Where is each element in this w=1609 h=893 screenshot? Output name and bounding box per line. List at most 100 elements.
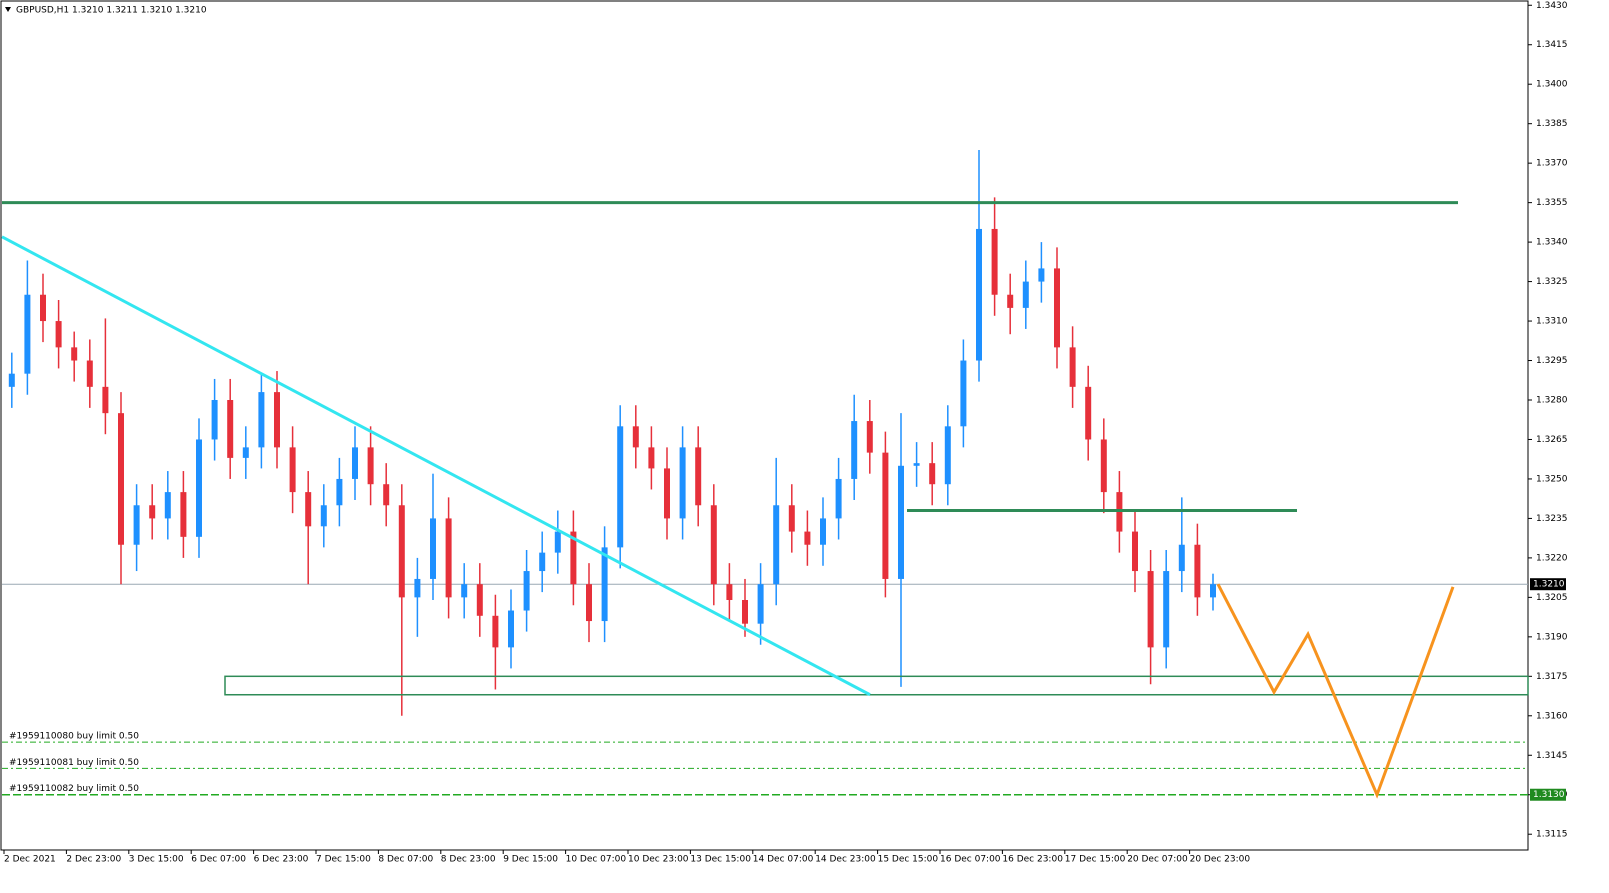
x-tick-label: 16 Dec 23:00 xyxy=(1002,855,1063,865)
candle-body xyxy=(1038,268,1045,282)
candle-body xyxy=(554,531,561,553)
candle-body xyxy=(898,465,904,579)
title-arrow xyxy=(5,7,11,12)
candle-body xyxy=(164,492,171,519)
candle-body xyxy=(55,321,62,348)
candle-body xyxy=(102,386,109,414)
x-tick-label: 10 Dec 07:00 xyxy=(566,855,627,865)
x-tick-label: 20 Dec 07:00 xyxy=(1127,855,1188,865)
candle-body xyxy=(430,518,436,579)
candle-body xyxy=(476,584,483,616)
candle-body xyxy=(133,505,140,545)
candle-body xyxy=(976,228,982,361)
plot-frame xyxy=(0,0,1529,851)
candle-body xyxy=(1178,544,1185,572)
candle-body xyxy=(1022,281,1029,308)
x-tick-label: 2 Dec 23:00 xyxy=(66,855,121,865)
x-tick-label: 3 Dec 15:00 xyxy=(129,855,184,865)
candle-body xyxy=(820,518,826,545)
candle-body xyxy=(1163,571,1170,648)
candle-body xyxy=(851,421,858,479)
x-tick-label: 7 Dec 15:00 xyxy=(316,855,371,865)
y-tick-label: 1.3235 xyxy=(1536,514,1568,524)
candle-body xyxy=(86,360,93,387)
candle-body xyxy=(445,518,452,598)
projection xyxy=(1216,583,1455,799)
candle-body xyxy=(508,610,514,648)
y-tick-label: 1.3205 xyxy=(1536,593,1568,603)
y-tick-label: 1.3250 xyxy=(1536,474,1568,484)
candle-body xyxy=(398,505,405,598)
order-label: #1959110081 buy limit 0.50 xyxy=(9,758,139,768)
candle-body xyxy=(1194,544,1201,598)
y-tick-label: 1.3415 xyxy=(1536,40,1568,50)
y-tick-label: 1.3220 xyxy=(1536,553,1568,563)
candle-body xyxy=(367,447,374,485)
y-tick-label: 1.3310 xyxy=(1536,317,1568,327)
trendline xyxy=(1,235,871,697)
candle-body xyxy=(835,478,842,519)
x-tick-label: 14 Dec 23:00 xyxy=(815,855,876,865)
candle-body xyxy=(149,505,156,519)
candle-body xyxy=(1085,386,1092,440)
candle-body xyxy=(804,531,811,545)
candle-body xyxy=(1069,347,1076,387)
y-tick-label: 1.3265 xyxy=(1536,435,1568,445)
candle-body xyxy=(632,426,639,448)
candle-body xyxy=(710,505,717,585)
candle-body xyxy=(71,347,78,361)
candle-body xyxy=(523,571,530,611)
y-tick-label: 1.3175 xyxy=(1536,672,1568,682)
order-label: #1959110082 buy limit 0.50 xyxy=(9,784,139,794)
x-tick-label: 17 Dec 15:00 xyxy=(1065,855,1126,865)
candle-body xyxy=(586,584,592,622)
candle-body xyxy=(601,547,608,622)
x-tick-label: 8 Dec 07:00 xyxy=(378,855,433,865)
candle-body xyxy=(180,492,187,537)
candle-body xyxy=(1007,294,1014,308)
y-tick-label: 1.3115 xyxy=(1536,830,1568,840)
x-tick-label: 9 Dec 15:00 xyxy=(503,855,558,865)
candle-body xyxy=(913,463,920,466)
y-tick-label: 1.3160 xyxy=(1536,711,1568,721)
x-tick-label: 20 Dec 23:00 xyxy=(1190,855,1251,865)
candle-body xyxy=(227,400,234,458)
candle-body xyxy=(617,426,624,548)
candle-body xyxy=(570,531,577,585)
candle-body xyxy=(289,447,296,493)
candle-body xyxy=(242,447,249,458)
order-label: #1959110080 buy limit 0.50 xyxy=(9,732,139,742)
candle-body xyxy=(414,578,421,598)
candle-body xyxy=(274,392,280,448)
candle-body xyxy=(383,484,390,506)
x-tick-label: 15 Dec 15:00 xyxy=(878,855,939,865)
candle-body xyxy=(929,463,936,485)
price-box-label: 1.3210 xyxy=(1533,580,1565,590)
candle-body xyxy=(679,447,686,519)
x-tick-label: 14 Dec 07:00 xyxy=(753,855,814,865)
candle-body xyxy=(8,373,15,387)
candle-body xyxy=(788,505,795,532)
candle-body xyxy=(944,426,951,485)
price-box xyxy=(1530,788,1566,801)
support-zone xyxy=(224,675,1529,696)
x-tick-label: 13 Dec 15:00 xyxy=(690,855,751,865)
candle-body xyxy=(1147,571,1154,648)
candle-body xyxy=(742,600,748,624)
candle-body xyxy=(1054,268,1060,348)
y-tick-label: 1.3400 xyxy=(1536,80,1568,90)
candle-body xyxy=(461,584,468,598)
y-tick-label: 1.3190 xyxy=(1536,632,1568,642)
x-tick-label: 8 Dec 23:00 xyxy=(441,855,496,865)
candle-body xyxy=(320,505,327,527)
x-tick-label: 6 Dec 07:00 xyxy=(191,855,246,865)
candle-body xyxy=(773,505,780,585)
candle-body xyxy=(866,421,873,453)
y-tick-label: 1.3370 xyxy=(1536,159,1568,169)
y-tick-label: 1.3145 xyxy=(1536,751,1568,761)
y-tick-label: 1.3280 xyxy=(1536,396,1568,406)
x-tick-label: 2 Dec 2021 xyxy=(4,855,56,865)
y-tick-label: 1.3295 xyxy=(1536,356,1568,366)
candle-body xyxy=(648,447,655,469)
candle-body xyxy=(1132,531,1138,572)
